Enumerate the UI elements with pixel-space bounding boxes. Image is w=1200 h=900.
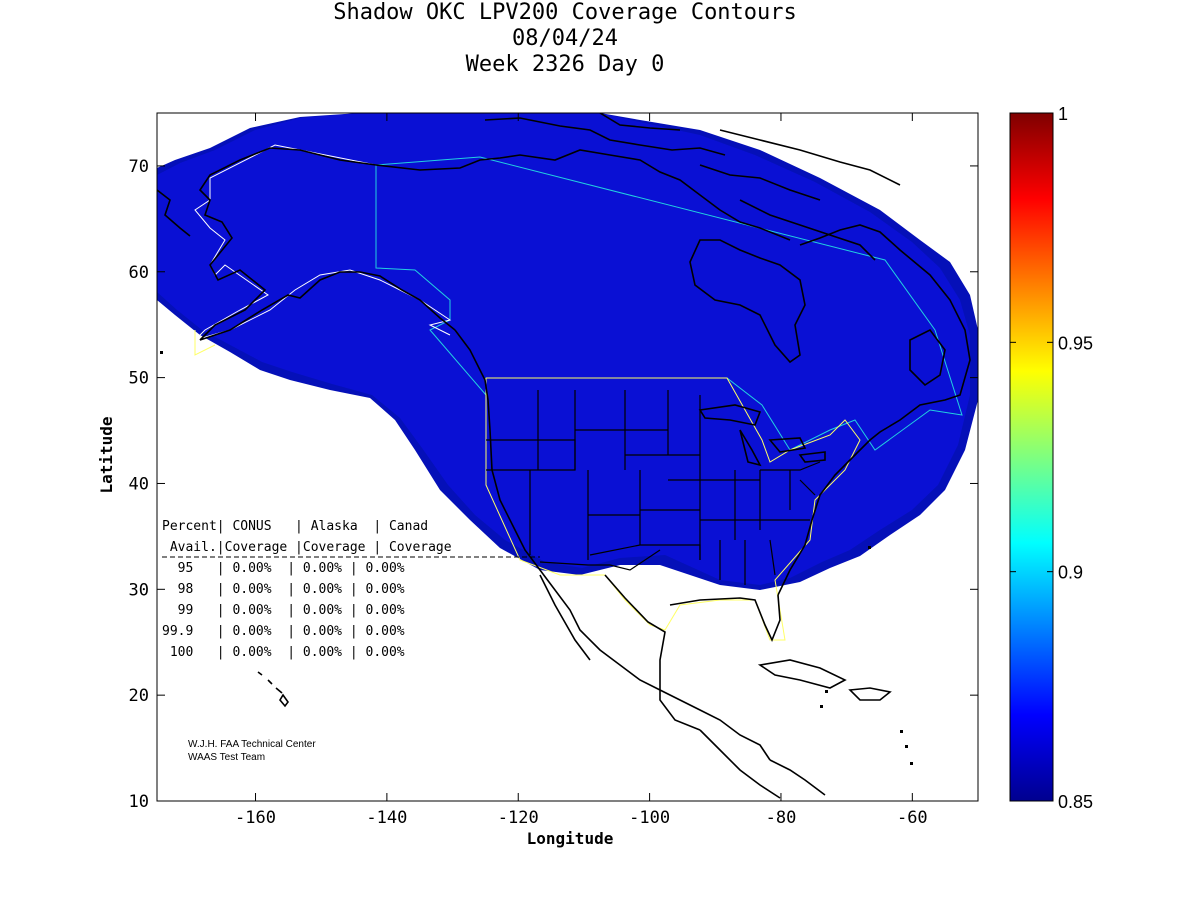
table-row: 99 | 0.00% | 0.00% | 0.00% (162, 603, 405, 618)
table-row: 100 | 0.00% | 0.00% | 0.00% (162, 645, 405, 660)
aleutian-boundary (194, 330, 216, 356)
axis-ticks (157, 113, 978, 802)
credits: W.J.H. FAA Technical Center WAAS Test Te… (188, 739, 316, 763)
coast-central-america (699, 729, 826, 799)
coverage-table: Percent| CONUS | Alaska | Canad Avail.|C… (162, 519, 540, 660)
coastlines (157, 113, 971, 799)
colorbar-tick-label: 0.95 (1058, 333, 1093, 353)
small-islands (160, 351, 913, 765)
map-layer (157, 113, 978, 799)
great-lakes (698, 404, 826, 467)
y-tick-label: 40 (129, 474, 149, 494)
table-row: 98 | 0.00% | 0.00% | 0.00% (162, 582, 405, 597)
axis-tick-labels: -160 -140 -120 -100 -80 -60 10 20 30 40 50 60 70 (129, 157, 928, 828)
colorbar-tick-label: 0.9 (1058, 563, 1083, 583)
x-axis-label: Longitude (527, 829, 614, 848)
coast-arctic (375, 149, 791, 241)
credit-line-2: WAAS Test Team (188, 752, 265, 763)
x-tick-label: -60 (897, 808, 928, 828)
state-borders (486, 390, 821, 585)
colorbar-tick-label: 0.85 (1058, 792, 1093, 812)
credit-line-1: W.J.H. FAA Technical Center (188, 739, 316, 750)
chart-date: 08/04/24 (512, 26, 618, 51)
x-tick-label: -80 (766, 808, 797, 828)
coast-hawaii (257, 671, 289, 708)
y-tick-label: 10 (129, 792, 149, 812)
coast-cuba (757, 659, 847, 689)
colorbar-gradient (1009, 112, 1054, 802)
colorbar: 0.85 0.9 0.95 1 (1009, 104, 1093, 812)
x-tick-label: -120 (498, 808, 539, 828)
coast-baja (539, 574, 591, 661)
alaska-boundary (193, 144, 452, 342)
coast-alaska-west (157, 189, 191, 237)
table-header-1: Percent| CONUS | Alaska | Canad (162, 519, 428, 534)
colorbar-tick-label: 1 (1058, 104, 1068, 124)
alaska-canada-boundary (375, 156, 963, 451)
colorbar-ticks: 0.85 0.9 0.95 1 (1010, 104, 1093, 812)
table-row: 95 | 0.00% | 0.00% | 0.00% (162, 561, 405, 576)
y-axis-label: Latitude (97, 416, 116, 493)
x-tick-label: -140 (366, 808, 407, 828)
coverage-region (157, 113, 970, 585)
table-header-2: Avail.|Coverage |Coverage | Coverage (162, 540, 452, 555)
coast-newfoundland (909, 328, 946, 387)
y-tick-label: 20 (129, 686, 149, 706)
coast-arctic-islands (484, 113, 901, 261)
plot-frame (156, 112, 979, 802)
y-tick-label: 30 (129, 580, 149, 600)
us-mexico-border (539, 549, 661, 571)
chart-title: Shadow OKC LPV200 Coverage Contours (333, 0, 797, 25)
coast-gulf (604, 574, 781, 731)
coast-alaska (198, 147, 456, 341)
x-tick-label: -160 (235, 808, 276, 828)
coast-hudson-bay (689, 239, 806, 364)
chart-week-day: Week 2326 Day 0 (465, 52, 665, 77)
x-tick-label: -100 (629, 808, 670, 828)
coast-hispaniola (848, 687, 892, 701)
y-tick-label: 60 (129, 263, 149, 283)
y-tick-label: 70 (129, 157, 149, 177)
coast-pacific (454, 329, 771, 761)
coast-atlantic (777, 224, 971, 596)
table-row: 99.9 | 0.00% | 0.00% | 0.00% (162, 624, 405, 639)
y-tick-label: 50 (129, 369, 149, 389)
